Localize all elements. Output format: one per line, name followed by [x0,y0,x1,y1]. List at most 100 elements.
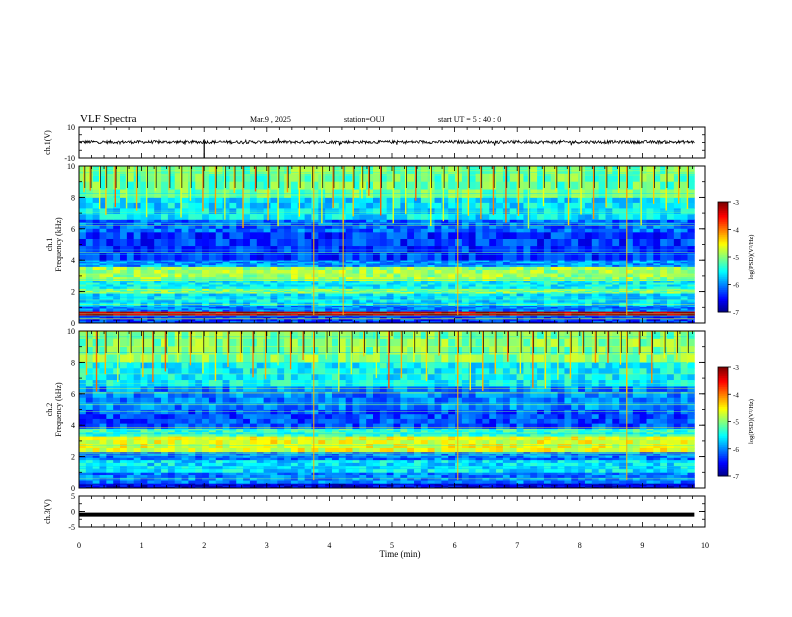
ch1-spec-cell [674,232,681,239]
ch1-spec-cell [599,226,606,230]
ch1-spec-cell [640,296,647,300]
ch1-spec-cell [93,270,100,274]
ch1-spec-cell [325,239,332,246]
ch1-spec-cell [168,219,175,223]
ch1-spec-cell [106,265,113,267]
ch1-spec-cell [161,232,168,239]
ch1-spec-cell [469,314,476,315]
ch1-spec-cell [113,182,120,190]
ch1-spec-cell [359,266,366,270]
ch1-spec-cell [407,239,414,246]
ch1-spec-cell [175,296,182,300]
ch1-spec-cell [106,226,113,230]
ch1-spec-cell [346,239,353,246]
ch1-spec-cell [653,293,660,297]
ch1-spec-cell [318,296,325,300]
ch1-spec-cell [688,277,695,281]
ch1-spec-cell [182,208,189,214]
ch1-spec-cell [79,266,86,270]
ch1-spec-cell [633,232,640,239]
ch1-spec-cell [202,270,209,274]
ch1-spec-cell [277,232,284,239]
ch1-spec-cell [482,219,489,223]
ch1-spec-cell [482,287,489,289]
ch1-spec-cell [599,287,606,289]
ch1-spec-cell [688,229,695,233]
ch1-spec-cell [305,197,312,203]
ch1-spec-cell [496,208,503,214]
ch1-spec-cell [359,219,366,223]
ch1-spec-cell [270,197,277,203]
ch1-spec-cell [647,310,654,312]
ch1-spec-cell [352,270,359,274]
ch1-spec-cell [79,314,86,315]
ch1-spec-cell [216,203,223,209]
ch1-spec-cell [407,253,414,260]
ch1-spec-cell [496,239,503,246]
ch1-spec-cell [93,166,100,174]
ch1-spec-cell [585,293,592,297]
ch1-spec-cell [482,239,489,246]
ch1-spec-cell [394,310,401,312]
ch1-spec-cell [346,208,353,214]
ch1-spec-cell [223,292,230,294]
ch1-spec-cell [100,270,107,274]
ch1-spec-cell [298,270,305,274]
ch1-spec-cell [277,277,284,281]
ch1-spec-cell [394,266,401,270]
ch1-spec-cell [660,277,667,281]
ch1-spec-cell [325,197,332,203]
ch1-spec-cell [462,310,469,312]
ch1-spec-cell [305,229,312,233]
ch1-spec-cell [257,287,264,289]
ch1-spec-cell [93,182,100,190]
ch1-spec-cell [421,270,428,274]
ch1-spec-cell [489,266,496,270]
ch1-spec-cell [332,208,339,214]
ch1-spec-cell [373,287,380,289]
ch1-spec-cell [380,310,387,312]
ch1-spec-cell [93,277,100,281]
ch1-spec-cell [127,219,134,223]
ch1-spec-cell [106,229,113,233]
ch1-spec-cell [86,310,93,312]
ch1-spec-cell [188,287,195,289]
ch1-spec-cell [325,166,332,174]
ch1-spec-cell [441,293,448,297]
ch1-spec-cell [182,197,189,203]
ch1-spec-cell [236,232,243,239]
ch1-spec-cell [127,232,134,239]
ch1-spec-cell [585,277,592,281]
ch1-spec-cell [202,229,209,233]
ch1-spec-cell [435,208,442,214]
ch1-spec-cell [154,270,161,274]
ch1-spec-cell [100,296,107,300]
ch1-spec-cell [578,253,585,260]
ch1-spec-cell [202,314,209,315]
ch1-spec-cell [229,203,236,209]
ch1-spec-cell [257,314,264,315]
ch1-spec-cell [530,293,537,297]
ch1-spec-cell [175,219,182,223]
ch1-spec-cell [435,166,442,174]
ch1-spec-cell [284,226,291,230]
ch1-spec-cell [523,265,530,267]
ch1-spec-cell [503,266,510,270]
ch1-spec-cell [544,239,551,246]
ch1-spec-cell [612,270,619,274]
ch1-spec-cell [188,239,195,246]
ch1-spec-cell [325,287,332,289]
ch1-spec-cell [428,239,435,246]
ch1-spec-cell [366,287,373,289]
ch1-spec-cell [195,219,202,223]
ch1-spec-cell [86,197,93,203]
ch1-spec-cell [168,226,175,230]
ch1-spec-cell [421,293,428,297]
ch1-spec-cell [414,219,421,223]
ch1-spec-cell [435,182,442,190]
ch1-spec-cell [366,253,373,260]
ch1-spec-cell [647,226,654,230]
ch1-spec-cell [428,292,435,294]
ch1-spec-cell [229,265,236,267]
